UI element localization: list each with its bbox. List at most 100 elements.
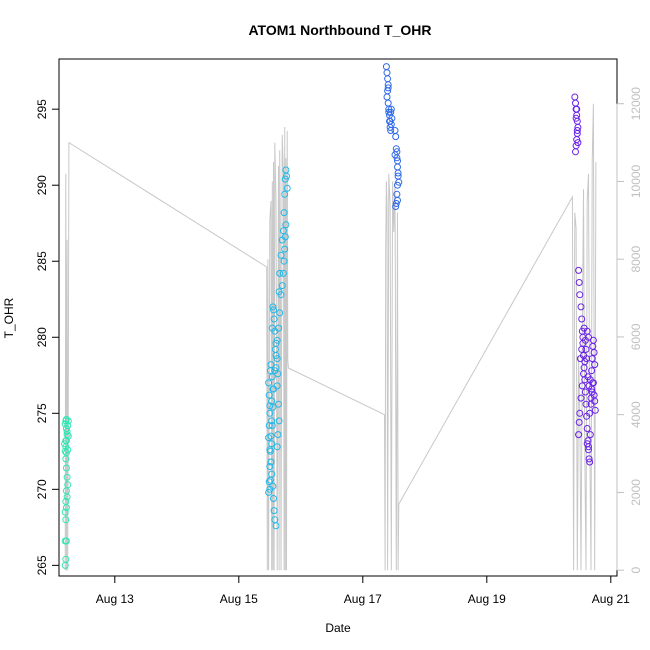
data-point — [270, 385, 277, 393]
data-point — [383, 93, 391, 101]
y2-tick-label: 10000 — [629, 164, 643, 198]
data-point — [61, 508, 69, 516]
data-point — [266, 409, 274, 417]
data-point — [267, 458, 275, 466]
data-point — [591, 361, 599, 369]
data-point — [580, 324, 588, 332]
x-tick-label: Aug 15 — [220, 592, 258, 606]
data-point — [576, 291, 584, 299]
data-point — [270, 306, 277, 314]
data-point — [394, 157, 401, 165]
data-point — [266, 446, 274, 454]
data-point — [578, 315, 586, 323]
data-point — [275, 324, 282, 332]
data-point — [279, 227, 287, 235]
y-axis-label: T_OHR — [2, 297, 16, 338]
data-point — [64, 481, 72, 489]
data-point — [382, 63, 390, 71]
data-point — [63, 473, 71, 481]
data-point — [62, 516, 70, 524]
data-point — [581, 336, 589, 344]
x-tick-label: Aug 17 — [344, 592, 382, 606]
y2-tick-label: 8000 — [629, 246, 643, 273]
chart-title: ATOM1 Northbound T_OHR — [248, 22, 431, 38]
data-point — [394, 169, 402, 177]
data-point — [578, 382, 586, 390]
data-point — [273, 443, 281, 451]
data-point — [64, 432, 72, 440]
secondary-series-line — [64, 103, 597, 571]
data-point — [283, 184, 291, 192]
data-point — [279, 269, 287, 277]
y-tick-label: 265 — [35, 555, 49, 575]
data-point — [575, 431, 583, 439]
data-point — [280, 209, 288, 217]
data-point — [580, 370, 587, 378]
data-point — [269, 403, 277, 411]
data-point — [582, 400, 590, 408]
data-point — [392, 200, 400, 207]
data-point — [384, 84, 392, 92]
data-point — [576, 409, 584, 417]
data-point — [590, 349, 598, 356]
y-tick-label: 270 — [35, 479, 49, 499]
data-point — [586, 409, 594, 417]
data-point — [273, 336, 281, 344]
data-point — [275, 417, 283, 425]
data-point — [572, 114, 580, 122]
data-point — [64, 422, 72, 429]
data-point — [268, 373, 276, 381]
data-point — [393, 148, 401, 156]
data-point — [573, 105, 581, 113]
data-point — [62, 555, 70, 563]
data-point — [583, 425, 591, 432]
data-point — [265, 391, 273, 399]
y-tick-label: 295 — [35, 99, 49, 119]
data-point — [572, 148, 579, 156]
y2-tick-label: 6000 — [629, 323, 643, 350]
data-point — [591, 406, 599, 414]
data-point — [575, 266, 583, 274]
data-point — [575, 418, 583, 426]
data-point — [269, 303, 277, 311]
secondary-line-layer — [64, 103, 597, 571]
data-point — [272, 352, 280, 359]
data-point — [281, 233, 289, 241]
x-axis-label: Date — [325, 621, 351, 635]
data-point — [268, 422, 276, 429]
data-point — [265, 379, 273, 387]
data-point — [385, 108, 393, 116]
data-point — [268, 440, 276, 448]
y2-tick-label: 4000 — [629, 401, 643, 428]
data-point — [274, 431, 282, 439]
data-point — [282, 221, 290, 229]
data-point — [582, 345, 590, 353]
data-point — [276, 269, 284, 277]
data-point — [588, 367, 596, 375]
data-point — [283, 172, 290, 180]
data-point — [276, 309, 284, 317]
data-point — [394, 196, 401, 204]
data-point — [278, 282, 286, 290]
data-point — [281, 245, 289, 253]
y2-axis: 0 2000 4000 6000 8000 10000 12000 — [616, 87, 643, 574]
data-point — [589, 336, 597, 344]
data-point — [583, 440, 591, 448]
x-tick-label: Aug 13 — [96, 592, 134, 606]
data-point — [272, 522, 280, 530]
data-point — [384, 99, 392, 107]
data-point — [573, 127, 581, 134]
data-point — [586, 458, 594, 466]
data-point — [384, 75, 392, 83]
data-point — [586, 431, 594, 439]
data-point — [391, 127, 399, 134]
data-point — [265, 434, 273, 442]
x-axis: Aug 13 Aug 15 Aug 17 Aug 19 Aug 21 — [96, 575, 630, 606]
y-tick-label: 280 — [35, 327, 49, 347]
data-point — [575, 279, 583, 286]
y2-tick-label: 2000 — [629, 479, 643, 506]
data-point — [392, 133, 400, 141]
y-tick-label: 290 — [35, 175, 49, 195]
data-point — [280, 257, 288, 265]
